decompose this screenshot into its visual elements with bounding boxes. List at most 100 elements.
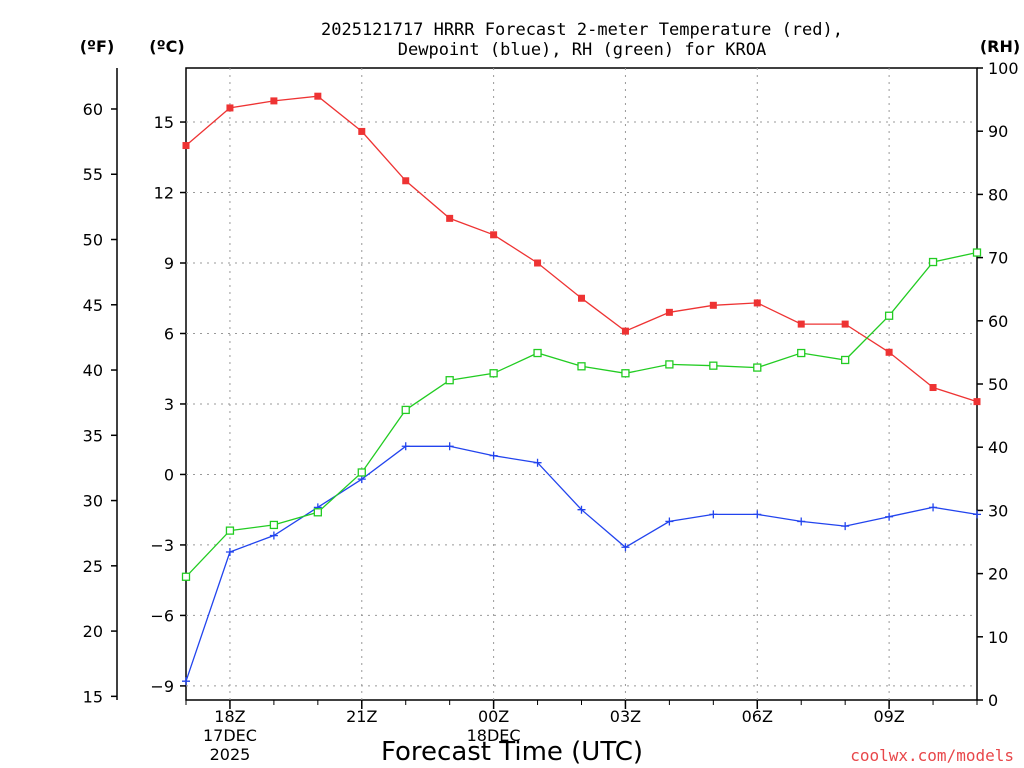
fahrenheit-unit-label: (ºF) <box>80 37 115 56</box>
2-meter-temperature-point <box>753 299 761 307</box>
x-tick-label: 21Z <box>346 707 377 726</box>
2-meter-temperature-point <box>402 177 410 185</box>
rh-point <box>884 311 894 320</box>
2-meter-temperature-point <box>709 301 717 309</box>
rh-point <box>313 508 322 517</box>
celsius-tick-label: −3 <box>150 536 174 555</box>
2-meter-temperature-point <box>314 92 322 100</box>
2-meter-temperature-point <box>841 320 849 328</box>
rh-point <box>665 360 674 369</box>
celsius-tick-label: 0 <box>164 465 174 484</box>
rh-point <box>753 363 762 372</box>
x-tick-label: 06Z <box>742 707 773 726</box>
rh-point <box>225 526 235 535</box>
fahrenheit-tick-label: 20 <box>83 622 103 641</box>
2-meter-temperature-point <box>182 142 190 150</box>
dewpoint-point <box>445 442 454 451</box>
x-tick-label: 03Z <box>610 707 641 726</box>
credit-text: coolwx.com/models <box>850 746 1014 765</box>
celsius-tick-label: 12 <box>154 184 174 203</box>
rh-point <box>972 248 982 257</box>
2-meter-temperature-line <box>185 95 978 403</box>
rh-tick-label: 90 <box>988 122 1008 141</box>
2-meter-temperature-point <box>665 308 673 316</box>
2-meter-temperature-point <box>490 231 498 239</box>
2-meter-temperature-point <box>270 97 278 105</box>
celsius-tick-label: −9 <box>150 677 174 696</box>
rh-point <box>928 257 938 267</box>
2-meter-temperature-point <box>621 327 629 335</box>
fahrenheit-tick-label: 30 <box>83 492 103 511</box>
dewpoint-point <box>489 451 498 460</box>
rh-tick-label: 70 <box>988 249 1008 268</box>
rh-tick-label: 0 <box>988 691 998 710</box>
rh-tick-label: 100 <box>988 59 1019 78</box>
series-layer <box>181 92 982 686</box>
rh-point <box>577 362 586 371</box>
rh-point <box>489 369 498 378</box>
x-tick-label: 2025 <box>210 745 251 764</box>
dewpoint-point <box>182 677 190 686</box>
2-meter-temperature-point <box>534 259 542 267</box>
dewpoint-point <box>269 531 278 540</box>
x-tick-label: 18Z <box>214 707 245 726</box>
rh-tick-label: 50 <box>988 375 1008 394</box>
2-meter-temperature-point <box>578 294 585 302</box>
x-tick-label: 18DEC <box>467 726 521 745</box>
rh-point <box>841 355 850 365</box>
rh-point <box>533 348 542 358</box>
x-tick-label: 09Z <box>873 707 904 726</box>
rh-point <box>357 468 366 477</box>
rh-point <box>797 348 806 358</box>
2-meter-temperature-point <box>226 104 234 112</box>
fahrenheit-tick-label: 40 <box>83 361 103 380</box>
fahrenheit-tick-label: 55 <box>83 165 103 184</box>
dewpoint-point <box>665 517 674 526</box>
celsius-tick-label: 15 <box>154 113 174 132</box>
plot-frame <box>185 67 978 701</box>
rh-tick-label: 40 <box>988 438 1008 457</box>
fahrenheit-tick-label: 35 <box>83 426 103 445</box>
rh-point <box>709 361 718 370</box>
rh-tick-label: 10 <box>988 628 1008 647</box>
dewpoint-point <box>929 503 938 512</box>
dewpoint-point <box>753 510 762 519</box>
2-meter-temperature-point <box>973 398 981 406</box>
rh-tick-label: 20 <box>988 565 1008 584</box>
x-tick-label: 00Z <box>478 707 509 726</box>
rh-tick-label: 60 <box>988 312 1008 331</box>
dewpoint-point <box>577 505 586 514</box>
dewpoint-point <box>401 442 410 451</box>
dewpoint-point <box>533 458 542 467</box>
dewpoint-point <box>225 547 234 556</box>
dewpoint-point <box>797 517 806 526</box>
rh-point <box>621 369 630 378</box>
rh-point <box>269 520 279 530</box>
rh-tick-label: 80 <box>988 185 1008 204</box>
x-axis-title: Forecast Time (UTC) <box>381 737 643 767</box>
fahrenheit-tick-label: 25 <box>83 557 103 576</box>
celsius-tick-label: −6 <box>150 606 174 625</box>
2-meter-temperature-point <box>885 348 893 356</box>
celsius-tick-label: 9 <box>164 254 174 273</box>
dewpoint-point <box>973 510 981 519</box>
rh-point <box>401 405 410 415</box>
axes: 15129630−3−6−960555045403530252015100908… <box>83 59 1019 764</box>
rh-tick-label: 30 <box>988 501 1008 520</box>
chart-title-line-1: 2025121717 HRRR Forecast 2-meter Tempera… <box>321 20 843 40</box>
2-meter-temperature-point <box>797 320 805 328</box>
fahrenheit-tick-label: 45 <box>83 296 103 315</box>
dewpoint-point <box>885 512 894 521</box>
grid <box>186 68 977 700</box>
chart-title-line-2: Dewpoint (blue), RH (green) for KROA <box>398 40 766 60</box>
fahrenheit-tick-label: 60 <box>83 100 103 119</box>
fahrenheit-tick-label: 50 <box>83 231 103 250</box>
celsius-unit-label: (ºC) <box>149 37 184 56</box>
dewpoint-point <box>709 510 718 519</box>
2-meter-temperature-point <box>446 214 454 222</box>
celsius-tick-label: 3 <box>164 395 174 414</box>
2-meter-temperature-point <box>929 384 937 392</box>
fahrenheit-tick-label: 15 <box>83 687 103 706</box>
rh-point <box>181 572 191 581</box>
